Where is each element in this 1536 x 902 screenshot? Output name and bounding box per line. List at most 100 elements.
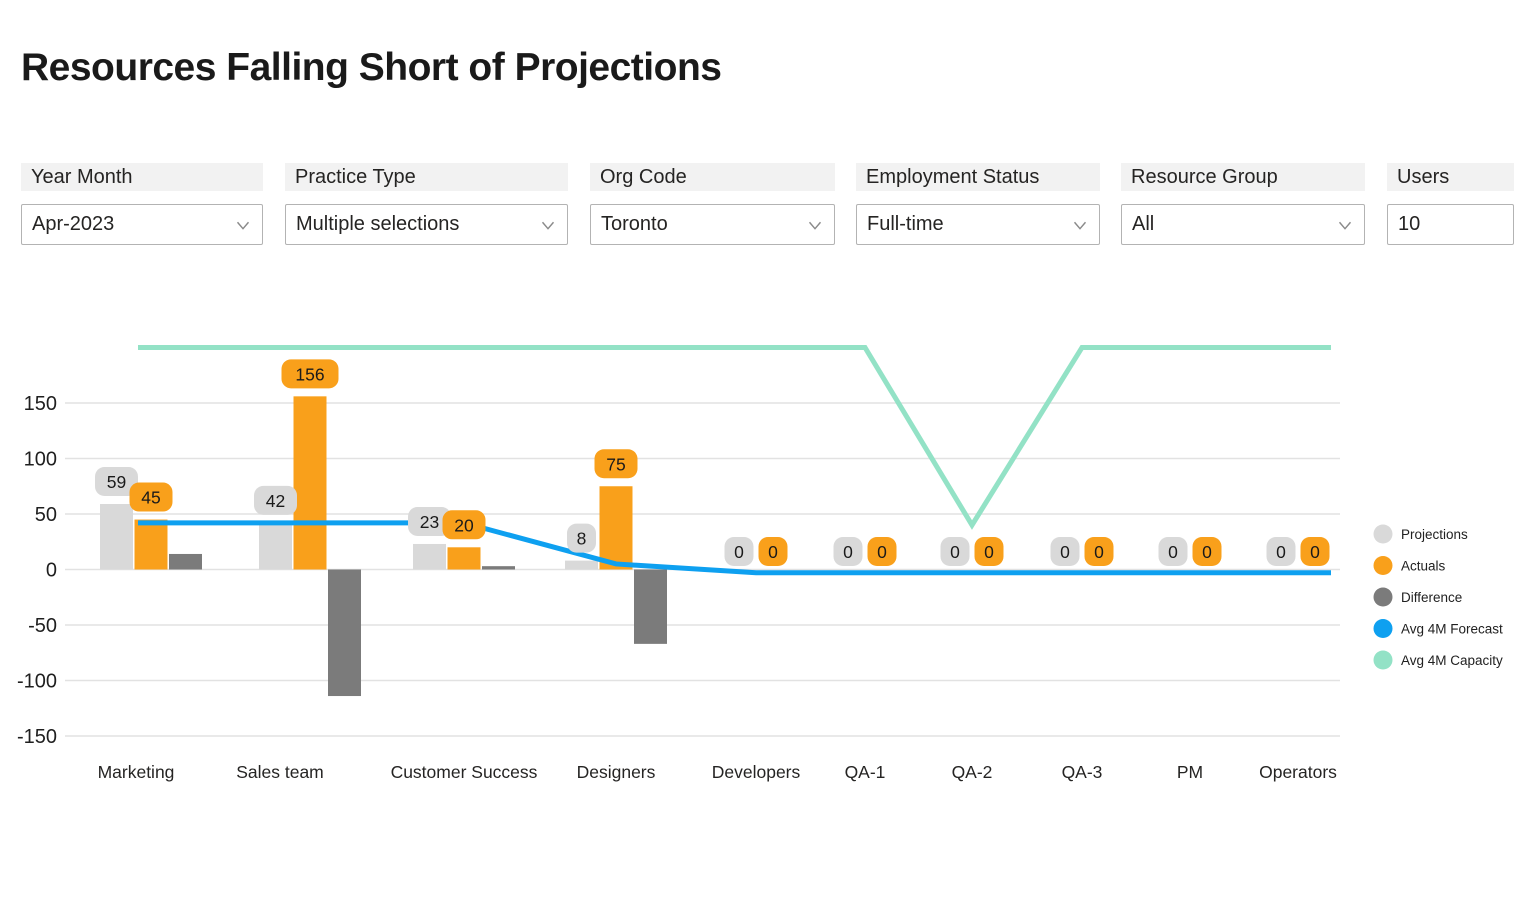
- data-label: 0: [1094, 542, 1104, 562]
- data-label: 8: [577, 529, 587, 549]
- data-label: 20: [454, 515, 474, 535]
- data-label: 0: [1202, 542, 1212, 562]
- legend-swatch-actuals: [1373, 556, 1393, 575]
- year-month-dropdown[interactable]: Apr-2023: [21, 204, 263, 245]
- legend-label: Projections: [1401, 527, 1468, 542]
- legend-item-avg-4m-forecast[interactable]: Avg 4M Forecast: [1373, 619, 1504, 638]
- legend-item-actuals[interactable]: Actuals: [1373, 556, 1446, 575]
- line-avg-4m-capacity: [138, 345, 1331, 530]
- data-label-pill: [1158, 537, 1188, 566]
- y-axis-label: -150: [17, 726, 57, 748]
- data-label: 0: [1060, 542, 1070, 562]
- x-axis-label-operators: Operators: [1259, 762, 1337, 782]
- data-label-pill: [254, 485, 297, 515]
- x-axis-label-marketing: Marketing: [98, 762, 175, 782]
- bar-difference-marketing[interactable]: [169, 553, 202, 570]
- data-label: 0: [877, 542, 887, 562]
- org-code-value: Toronto: [601, 213, 668, 235]
- data-label: 0: [950, 542, 960, 562]
- page-title: Resources Falling Short of Projections: [21, 46, 722, 89]
- data-label-pill: [1300, 537, 1330, 566]
- data-label: 0: [843, 542, 853, 562]
- y-axis-label: -50: [28, 615, 57, 637]
- practice-type-value: Multiple selections: [296, 213, 460, 235]
- x-axis-label-qa-3: QA-3: [1062, 762, 1103, 782]
- y-axis-label: 50: [35, 504, 57, 526]
- data-label-pill: [1266, 537, 1296, 566]
- legend-label: Actuals: [1401, 559, 1446, 574]
- data-label: 0: [1276, 542, 1286, 562]
- legend-item-difference[interactable]: Difference: [1373, 587, 1463, 607]
- bar-difference-sales-team[interactable]: [328, 569, 361, 697]
- data-label-pill: [129, 482, 173, 512]
- x-axis-label-pm: PM: [1177, 762, 1203, 782]
- data-label: 59: [107, 472, 126, 492]
- chevron-down-icon: [236, 221, 250, 230]
- bar-projections-customer-success[interactable]: [413, 543, 446, 570]
- filter-label-users: Users: [1387, 163, 1514, 191]
- data-label-pill: [1084, 537, 1114, 566]
- x-axis-label-developers: Developers: [712, 762, 801, 782]
- legend-label: Avg 4M Capacity: [1401, 653, 1503, 668]
- bar-projections-sales-team[interactable]: [259, 522, 292, 570]
- data-label-pill: [833, 537, 863, 566]
- data-label: 0: [1310, 542, 1320, 562]
- legend-swatch-projections: [1373, 524, 1393, 544]
- data-label: 0: [768, 542, 778, 562]
- legend-label: Difference: [1401, 590, 1462, 605]
- bar-actuals-customer-success[interactable]: [447, 547, 481, 570]
- employment-status-value: Full-time: [867, 213, 944, 235]
- y-axis-label: -100: [17, 671, 57, 693]
- bar-actuals-designers[interactable]: [599, 486, 633, 570]
- x-axis-label-qa-2: QA-2: [952, 762, 993, 782]
- users-input[interactable]: [1387, 204, 1514, 245]
- data-label-pill: [758, 537, 788, 566]
- filter-label-resource-group: Resource Group: [1121, 163, 1365, 191]
- data-label-pill: [408, 506, 451, 536]
- data-label: 75: [606, 454, 625, 474]
- data-label-pill: [1192, 537, 1222, 566]
- y-axis-label: 0: [46, 560, 57, 582]
- data-label: 23: [420, 512, 439, 532]
- resource-group-dropdown[interactable]: All: [1121, 204, 1365, 245]
- bar-actuals-marketing[interactable]: [134, 519, 168, 570]
- data-label-pill: [95, 467, 138, 497]
- data-label: 156: [295, 364, 324, 384]
- data-label-pill: [940, 537, 970, 566]
- legend-item-projections[interactable]: Projections: [1373, 524, 1469, 544]
- legend-swatch-difference: [1373, 587, 1393, 607]
- filter-label-year-month: Year Month: [21, 163, 263, 191]
- y-axis-label: 100: [24, 449, 57, 471]
- org-code-dropdown[interactable]: Toronto: [590, 204, 835, 245]
- data-label-pill: [724, 537, 754, 566]
- bar-difference-customer-success[interactable]: [482, 566, 515, 570]
- employment-status-dropdown[interactable]: Full-time: [856, 204, 1100, 245]
- y-axis-label: 150: [24, 393, 57, 415]
- data-label-pill: [867, 537, 897, 566]
- data-label: 0: [984, 542, 994, 562]
- data-label-pill: [442, 510, 486, 540]
- resource-group-value: All: [1132, 213, 1155, 235]
- legend-swatch-avg-4m-capacity: [1373, 650, 1393, 670]
- practice-type-dropdown[interactable]: Multiple selections: [285, 204, 568, 245]
- resource-combo-chart: 150 100 50 0 -50 -100 -150 59 45 42 156 23 20 8 75 0 0 0 0…: [17, 345, 1504, 782]
- bar-projections-marketing[interactable]: [100, 504, 133, 570]
- bar-actuals-sales-team[interactable]: [293, 396, 327, 570]
- year-month-value: Apr-2023: [32, 213, 115, 235]
- filter-label-org-code: Org Code: [590, 163, 835, 191]
- filter-label-practice-type: Practice Type: [285, 163, 568, 191]
- filter-label-employment-status: Employment Status: [856, 163, 1100, 191]
- chevron-down-icon: [1073, 221, 1087, 230]
- x-axis-label-sales-team: Sales team: [236, 762, 324, 782]
- data-label: 45: [141, 488, 160, 508]
- data-label-pill: [567, 523, 596, 553]
- data-label-pill: [594, 449, 638, 479]
- data-label: 0: [734, 542, 744, 562]
- data-label-pill: [974, 537, 1004, 566]
- bar-projections-designers[interactable]: [565, 560, 598, 570]
- x-axis-label-qa-1: QA-1: [845, 762, 886, 782]
- legend-item-avg-4m-capacity[interactable]: Avg 4M Capacity: [1373, 650, 1504, 670]
- bar-difference-designers[interactable]: [634, 569, 667, 644]
- chevron-down-icon: [1338, 221, 1352, 230]
